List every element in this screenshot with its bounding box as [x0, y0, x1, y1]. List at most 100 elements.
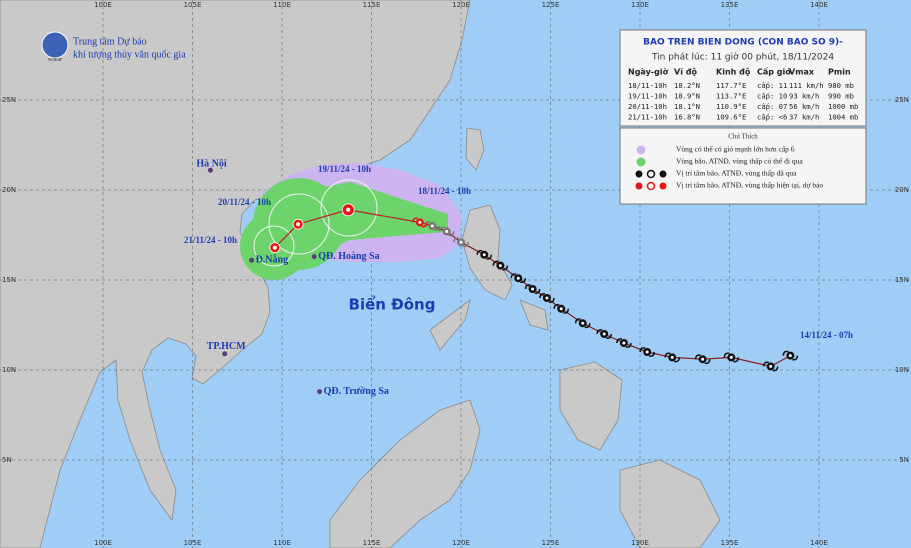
place-dot — [222, 351, 228, 357]
lon-label-bottom: 115E — [363, 539, 381, 547]
storm-arm — [510, 273, 527, 284]
logo-text: NCHMF — [48, 57, 63, 62]
past-position — [453, 237, 469, 248]
lon-label-top: 105E — [184, 1, 202, 9]
table-header: Cấp gió — [757, 67, 791, 77]
sea-label: Biển Đông — [349, 295, 436, 314]
storm-eye — [622, 341, 626, 345]
storm-eye — [545, 296, 549, 300]
storm-eye — [701, 357, 705, 361]
table-cell: 109.6°E — [716, 113, 746, 122]
lon-label-bottom: 125E — [542, 539, 560, 547]
storm-arm — [639, 347, 655, 357]
place-label: Đ.Nẵng — [256, 254, 289, 265]
legend-swatch — [636, 157, 646, 167]
storm-arm — [694, 354, 711, 365]
storm-arm — [596, 329, 612, 339]
storm-eye — [670, 355, 674, 359]
table-cell: 56 km/h — [789, 102, 819, 111]
lon-label-bottom: 120E — [452, 539, 470, 547]
table-cell: 21/11-10h — [628, 113, 667, 122]
storm-arm — [492, 260, 509, 271]
past-position — [553, 303, 569, 314]
forecast-eye — [272, 245, 277, 250]
storm-eye — [769, 364, 773, 368]
past-position — [438, 226, 455, 237]
past-position — [762, 361, 779, 372]
storm-eye — [482, 253, 486, 257]
past-position — [782, 350, 799, 361]
info-title: BAO TREN BIEN DONG (CON BAO SO 9)- — [643, 38, 843, 48]
table-cell: 113.7°E — [716, 92, 746, 101]
legend-panel — [619, 127, 867, 205]
storm-arm — [762, 361, 779, 372]
storm-arm — [453, 237, 469, 248]
lon-label-top: 135E — [721, 1, 739, 9]
storm-eye — [445, 229, 449, 233]
forecast-position — [341, 203, 355, 217]
info-issued: Tin phát lúc: 11 giờ 00 phút, 18/11/2024 — [651, 52, 834, 63]
storm-eye — [498, 264, 502, 268]
table-cell: 20/11-10h — [628, 102, 667, 111]
legend-title: Chú Thích — [728, 133, 758, 141]
table-cell: 93 km/h — [789, 92, 819, 101]
table-cell: 16.8°N — [674, 113, 700, 122]
legend-swatch — [659, 182, 667, 190]
legend-swatch — [635, 170, 643, 178]
table-cell: 1004 mb — [828, 113, 858, 122]
table-cell: 110.9°E — [716, 102, 746, 111]
legend-swatch — [646, 181, 656, 191]
time-label: 19/11/24 - 10h — [318, 164, 371, 174]
lon-label-bottom: 140E — [810, 539, 828, 547]
table-cell: 37 km/h — [789, 113, 819, 122]
legend-label: Vùng bão, ATNĐ, vùng thấp có thể đi qua — [676, 157, 803, 166]
storm-arm — [723, 352, 740, 363]
table-cell: 117.7°E — [716, 81, 746, 90]
place-dot — [317, 389, 323, 395]
table-cell: 1000 mb — [828, 102, 858, 111]
legend-swatch — [646, 169, 656, 179]
forecast-eye — [296, 222, 301, 227]
time-label: 14/11/24 - 07h — [800, 330, 853, 340]
table-cell: 18/11-10h — [628, 81, 667, 90]
past-position — [694, 354, 711, 365]
lat-label-left: 15N — [2, 276, 16, 284]
place-label: TP.HCM — [207, 341, 246, 352]
table-header: Ngày-giờ — [628, 67, 669, 77]
storm-arm — [412, 217, 428, 228]
storm-arm — [782, 350, 799, 361]
table-cell: cấp: 10 — [757, 92, 787, 101]
legend-label: Vị trí tâm bão, ATNĐ, vùng thấp đã qua — [676, 169, 797, 178]
past-position — [476, 249, 493, 260]
storm-eye — [516, 276, 520, 280]
lon-label-top: 120E — [452, 1, 470, 9]
agency-header: NCHMF Trung tâm Dự báo khí tượng thủy vă… — [41, 31, 186, 62]
forecast-position — [292, 218, 304, 230]
storm-eye — [645, 350, 649, 354]
table-header: Vmax — [789, 68, 815, 77]
lon-label-bottom: 110E — [273, 539, 291, 547]
org-name: khí tượng thủy văn quốc gia — [73, 49, 186, 60]
table-header: Kinh độ — [716, 68, 751, 77]
org-name: Trung tâm Dự báo — [73, 36, 147, 47]
lon-label-bottom: 135E — [721, 539, 739, 547]
table-cell: cấp: 11 — [757, 81, 787, 90]
forecast-position — [269, 242, 281, 254]
logo — [41, 31, 69, 59]
table-cell: cấp: <6 — [757, 113, 787, 122]
lon-label-bottom: 130E — [631, 539, 649, 547]
storm-eye — [602, 332, 606, 336]
place-dot — [207, 167, 213, 173]
lon-label-top: 110E — [273, 1, 291, 9]
table-header: Vĩ độ — [674, 68, 697, 77]
place-dot — [311, 254, 317, 260]
past-position — [639, 347, 655, 357]
info-panel — [619, 29, 867, 127]
lat-label-right: 5N — [899, 456, 909, 464]
storm-eye — [581, 321, 585, 325]
past-position — [524, 284, 541, 294]
forecast-track-line — [274, 209, 420, 249]
lon-label-bottom: 100E — [94, 539, 112, 547]
storm-arm — [574, 318, 591, 329]
